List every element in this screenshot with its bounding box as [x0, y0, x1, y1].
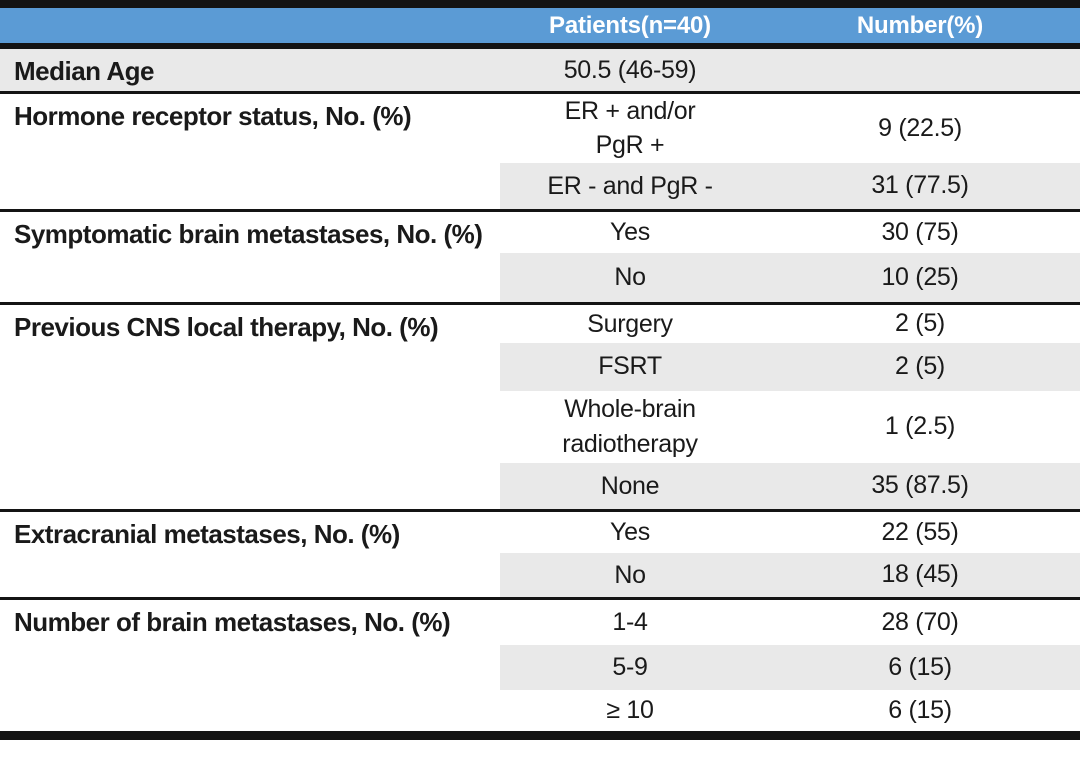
number-cell: 2 (5)	[895, 309, 945, 338]
number-cell: 6 (15)	[888, 695, 952, 724]
section-extracranial-metastases: Extracranial metastases, No. (%) Yes 22 …	[0, 510, 1080, 599]
patients-cell: 5-9	[500, 644, 760, 690]
table-header-row: Patients(n=40) Number(%)	[0, 4, 1080, 46]
section-previous-cns-local-therapy: Previous CNS local therapy, No. (%) Surg…	[0, 303, 1080, 511]
section-label: Previous CNS local therapy, No. (%)	[0, 303, 500, 511]
patients-cell: No	[500, 252, 760, 304]
patients-cell: Whole-brain radiotherapy	[562, 395, 698, 458]
patients-cell: Yes	[610, 518, 650, 546]
number-cell: 30 (75)	[881, 217, 959, 246]
section-number-of-brain-metastases: Number of brain metastases, No. (%) 1-4 …	[0, 598, 1080, 736]
patients-cell: ≥ 10	[606, 696, 654, 724]
patients-cell: FSRT	[500, 342, 760, 391]
header-number-column: Number(%)	[760, 4, 1080, 46]
table-row: FSRT 2 (5)	[0, 342, 1080, 391]
patients-cell: ER + and/or PgR +	[564, 96, 696, 160]
number-cell: 10 (25)	[760, 252, 1080, 304]
number-cell: 1 (2.5)	[884, 412, 956, 440]
table-row: None 35 (87.5)	[0, 462, 1080, 511]
section-label: Extracranial metastases, No. (%)	[0, 510, 500, 599]
table-row: No 10 (25)	[0, 252, 1080, 304]
section-label: Median Age	[0, 46, 500, 92]
number-cell: 18 (45)	[760, 552, 1080, 599]
table-row: Median Age 50.5 (46-59)	[0, 46, 1080, 92]
table-row: ≥ 10 6 (15)	[0, 690, 1080, 736]
table-row: Previous CNS local therapy, No. (%) Surg…	[0, 303, 1080, 511]
table-row: No 18 (45)	[0, 552, 1080, 599]
patients-cell: Surgery	[587, 309, 673, 338]
section-label: Hormone receptor status, No. (%)	[0, 92, 500, 211]
patient-characteristics-table: Patients(n=40) Number(%) Median Age 50.5…	[0, 0, 1080, 740]
table-row: 5-9 6 (15)	[0, 644, 1080, 690]
section-label: Symptomatic brain metastases, No. (%)	[0, 210, 500, 304]
number-cell: 35 (87.5)	[760, 462, 1080, 511]
patients-cell: ER - and PgR -	[500, 162, 760, 211]
section-median-age: Median Age 50.5 (46-59)	[0, 46, 1080, 92]
table-row: Symptomatic brain metastases, No. (%) Ye…	[0, 210, 1080, 304]
number-cell: 9 (22.5)	[878, 113, 962, 142]
section-hormone-receptor-status: Hormone receptor status, No. (%) ER + an…	[0, 92, 1080, 211]
table-row: Whole-brain radiotherapy 1 (2.5)	[0, 391, 1080, 463]
number-cell: 2 (5)	[760, 342, 1080, 391]
header-empty-cell	[0, 4, 500, 46]
table-row: Extracranial metastases, No. (%) Yes 22 …	[0, 510, 1080, 599]
section-label: Number of brain metastases, No. (%)	[0, 598, 500, 736]
table-row: ER - and PgR - 31 (77.5)	[0, 162, 1080, 211]
header-patients-column: Patients(n=40)	[500, 4, 760, 46]
patients-cell: Yes	[610, 218, 650, 246]
patients-cell: 50.5 (46-59)	[500, 46, 760, 92]
table-row: Hormone receptor status, No. (%) ER + an…	[0, 92, 1080, 211]
number-cell: 6 (15)	[760, 644, 1080, 690]
table-row: Number of brain metastases, No. (%) 1-4 …	[0, 598, 1080, 736]
section-symptomatic-brain-metastases: Symptomatic brain metastases, No. (%) Ye…	[0, 210, 1080, 304]
patients-cell: 1-4	[612, 608, 648, 636]
patients-cell: No	[500, 552, 760, 599]
number-cell: 31 (77.5)	[760, 162, 1080, 211]
number-cell: 28 (70)	[881, 607, 959, 636]
patients-cell: None	[500, 462, 760, 511]
number-cell	[760, 46, 1080, 92]
number-cell: 22 (55)	[881, 517, 959, 546]
